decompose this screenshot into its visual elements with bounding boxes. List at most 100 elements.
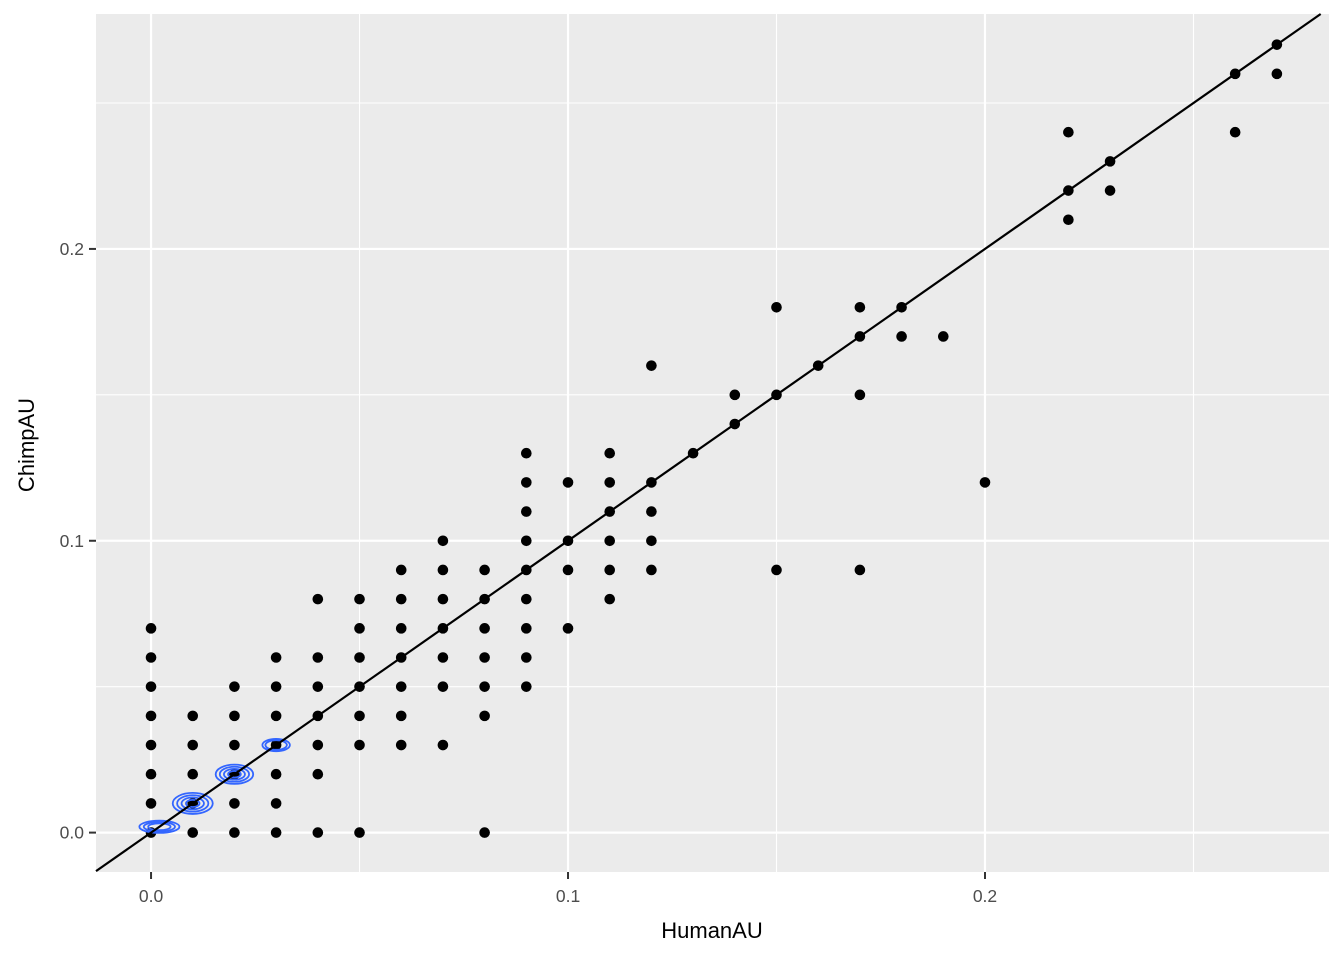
major-gridlines — [96, 14, 1329, 872]
data-point — [1104, 185, 1116, 196]
data-point — [521, 506, 532, 517]
data-point — [187, 827, 199, 838]
data-point — [479, 564, 490, 576]
density-contour — [223, 767, 246, 781]
density-contour — [171, 792, 214, 815]
data-point — [521, 681, 532, 692]
data-point — [521, 477, 532, 488]
data-point — [145, 652, 157, 663]
data-point — [354, 593, 365, 605]
data-point — [604, 564, 616, 576]
data-point — [354, 710, 365, 722]
data-point — [479, 710, 490, 722]
data-point — [270, 652, 282, 663]
data-point — [145, 681, 157, 692]
data-point — [437, 652, 449, 663]
data-point — [395, 681, 407, 692]
density-contour-group — [171, 792, 214, 815]
data-point — [771, 301, 782, 313]
data-point — [521, 447, 532, 459]
density-contour — [227, 770, 242, 779]
data-point — [270, 798, 282, 809]
data-point — [354, 739, 365, 751]
data-point — [229, 681, 240, 692]
identity-reference-line — [95, 13, 1322, 873]
x-tick-label: 0.1 — [556, 886, 580, 906]
data-point — [479, 827, 490, 838]
data-point — [646, 506, 657, 517]
data-point — [270, 710, 282, 722]
y-tick-label: 0.2 — [60, 239, 84, 259]
data-point — [479, 652, 490, 663]
data-point — [937, 331, 949, 342]
data-point — [395, 710, 407, 722]
data-point — [270, 768, 282, 780]
density-contour-group — [214, 763, 255, 785]
data-point — [395, 593, 407, 605]
data-point — [604, 535, 616, 547]
data-point — [395, 739, 407, 751]
data-point — [1063, 214, 1074, 226]
data-point — [354, 652, 365, 663]
y-tick-label: 0.0 — [60, 823, 85, 843]
data-point — [187, 768, 199, 780]
data-point — [521, 593, 532, 605]
density-contour-group — [138, 819, 181, 834]
data-point — [145, 798, 157, 809]
data-point — [229, 710, 240, 722]
density-contour — [147, 822, 172, 832]
data-point — [646, 360, 657, 371]
data-point — [729, 389, 741, 401]
data-point — [145, 768, 157, 780]
y-axis-title: ChimpAU — [14, 398, 39, 492]
data-point — [562, 477, 574, 488]
data-point — [437, 593, 449, 605]
data-point — [437, 535, 449, 547]
data-point — [1063, 126, 1074, 138]
data-point — [854, 301, 866, 313]
x-tick-label: 0.2 — [973, 886, 997, 906]
data-point — [521, 652, 532, 663]
data-point — [270, 827, 282, 838]
y-axis: 0.0 0.1 0.2 — [60, 239, 96, 843]
data-point — [229, 739, 240, 751]
data-point — [395, 623, 407, 634]
data-point — [646, 535, 657, 547]
data-point — [145, 739, 157, 751]
data-point — [354, 827, 365, 838]
data-point — [312, 827, 324, 838]
data-point — [521, 623, 532, 634]
data-point — [312, 593, 324, 605]
density-contours — [138, 738, 291, 834]
data-point — [1229, 126, 1241, 138]
data-point — [187, 739, 199, 751]
data-point — [354, 623, 365, 634]
y-tick-label: 0.1 — [60, 531, 84, 551]
data-point — [187, 710, 199, 722]
density-contour — [138, 819, 181, 834]
data-point — [771, 564, 782, 576]
data-point — [312, 681, 324, 692]
data-point — [437, 681, 449, 692]
x-axis-title: HumanAU — [661, 918, 762, 943]
data-point — [312, 768, 324, 780]
density-contour — [176, 794, 210, 813]
data-point — [437, 564, 449, 576]
data-point — [479, 623, 490, 634]
data-point — [979, 477, 991, 488]
density-contour — [180, 796, 205, 811]
data-point — [604, 477, 616, 488]
data-point — [479, 681, 490, 692]
data-point — [604, 593, 616, 605]
density-contour — [218, 765, 250, 783]
data-point — [145, 623, 157, 634]
data-point — [312, 739, 324, 751]
data-point — [145, 710, 157, 722]
plot-panel — [96, 14, 1329, 872]
density-contour — [142, 821, 176, 833]
data-point — [437, 739, 449, 751]
data-point — [896, 331, 907, 342]
data-point — [562, 623, 574, 634]
data-point — [562, 564, 574, 576]
